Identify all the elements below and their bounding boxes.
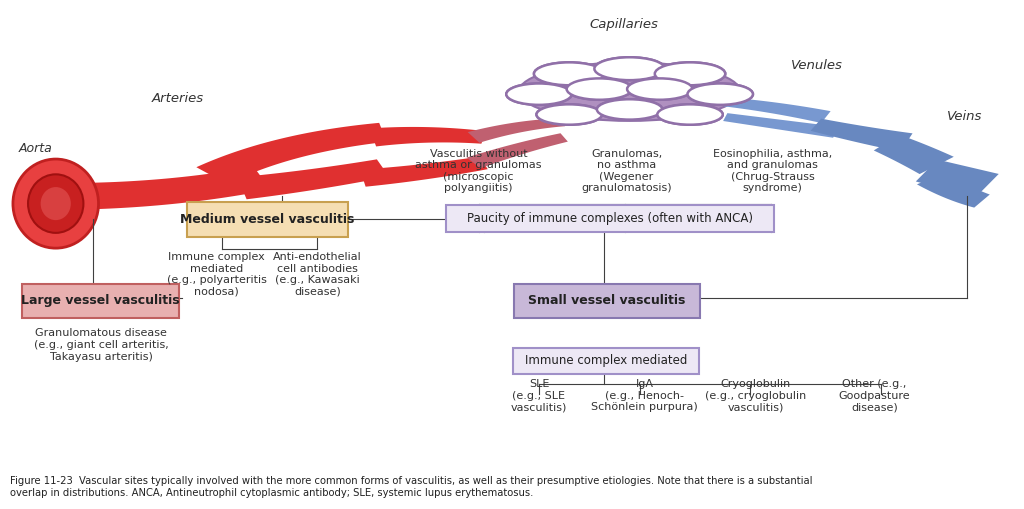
Polygon shape <box>873 134 953 174</box>
Text: Other (e.g.,
Goodpasture
disease): Other (e.g., Goodpasture disease) <box>839 379 910 412</box>
Text: Immune complex
mediated
(e.g., polyarteritis
nodosa): Immune complex mediated (e.g., polyarter… <box>167 252 266 297</box>
Text: Vasculitis without
asthma or granulomas
(microscopic
polyangiitis): Vasculitis without asthma or granulomas … <box>416 149 542 193</box>
Text: Aorta: Aorta <box>18 142 52 155</box>
Ellipse shape <box>566 78 632 100</box>
Polygon shape <box>360 157 487 187</box>
Ellipse shape <box>597 99 663 120</box>
FancyBboxPatch shape <box>514 284 700 318</box>
Text: IgA
(e.g., Henoch-
Schönlein purpura): IgA (e.g., Henoch- Schönlein purpura) <box>591 379 698 412</box>
Ellipse shape <box>657 104 723 125</box>
Ellipse shape <box>594 58 665 80</box>
Text: Arteries: Arteries <box>152 92 204 105</box>
Text: Granulomas,
no asthma
(Wegener
granulomatosis): Granulomas, no asthma (Wegener granuloma… <box>582 149 672 193</box>
Polygon shape <box>467 133 568 168</box>
Text: Eosinophilia, asthma,
and granulomas
(Chrug-Strauss
syndrome): Eosinophilia, asthma, and granulomas (Ch… <box>713 149 833 193</box>
Polygon shape <box>724 97 830 123</box>
Ellipse shape <box>657 104 723 125</box>
Polygon shape <box>238 159 389 200</box>
Text: Anti-endothelial
cell antibodies
(e.g., Kawasaki
disease): Anti-endothelial cell antibodies (e.g., … <box>273 252 361 297</box>
Ellipse shape <box>537 104 602 125</box>
Text: Granulomatous disease
(e.g., giant cell arteritis,
Takayasu arteritis): Granulomatous disease (e.g., giant cell … <box>34 328 168 361</box>
Ellipse shape <box>594 58 665 80</box>
Ellipse shape <box>537 104 602 125</box>
Ellipse shape <box>627 78 692 100</box>
Ellipse shape <box>41 187 71 220</box>
Polygon shape <box>811 119 912 152</box>
Ellipse shape <box>654 63 725 86</box>
Ellipse shape <box>597 99 663 120</box>
FancyBboxPatch shape <box>186 202 348 237</box>
Polygon shape <box>370 127 485 147</box>
Text: Capillaries: Capillaries <box>590 18 658 31</box>
Polygon shape <box>723 113 839 138</box>
Text: Small vessel vasculitis: Small vessel vasculitis <box>528 294 686 307</box>
Text: Medium vessel vasculitis: Medium vessel vasculitis <box>180 213 354 226</box>
FancyBboxPatch shape <box>513 348 699 374</box>
Text: Paucity of immune complexes (often with ANCA): Paucity of immune complexes (often with … <box>467 212 753 225</box>
Ellipse shape <box>687 83 753 105</box>
Ellipse shape <box>519 63 740 121</box>
Ellipse shape <box>506 83 571 105</box>
Polygon shape <box>468 118 565 143</box>
Text: Large vessel vasculitis: Large vessel vasculitis <box>22 294 180 307</box>
Ellipse shape <box>627 78 692 100</box>
Text: Figure 11-23  Vascular sites typically involved with the more common forms of va: Figure 11-23 Vascular sites typically in… <box>10 476 813 497</box>
Polygon shape <box>915 160 998 197</box>
Polygon shape <box>916 172 990 208</box>
Ellipse shape <box>534 63 604 86</box>
Ellipse shape <box>654 63 725 86</box>
Polygon shape <box>197 123 387 184</box>
Ellipse shape <box>687 83 753 105</box>
Text: Veins: Veins <box>947 109 982 123</box>
Text: Venules: Venules <box>791 59 843 72</box>
Ellipse shape <box>534 63 604 86</box>
FancyBboxPatch shape <box>446 205 773 232</box>
Ellipse shape <box>13 159 98 248</box>
Ellipse shape <box>28 175 83 233</box>
Text: Cryoglobulin
(e.g., cryoglobulin
vasculitis): Cryoglobulin (e.g., cryoglobulin vasculi… <box>705 379 806 412</box>
Ellipse shape <box>566 78 632 100</box>
Text: SLE
(e.g., SLE
vasculitis): SLE (e.g., SLE vasculitis) <box>511 379 567 412</box>
Ellipse shape <box>506 83 571 105</box>
Text: Immune complex mediated: Immune complex mediated <box>524 354 687 367</box>
Polygon shape <box>91 167 270 209</box>
FancyBboxPatch shape <box>23 284 178 318</box>
